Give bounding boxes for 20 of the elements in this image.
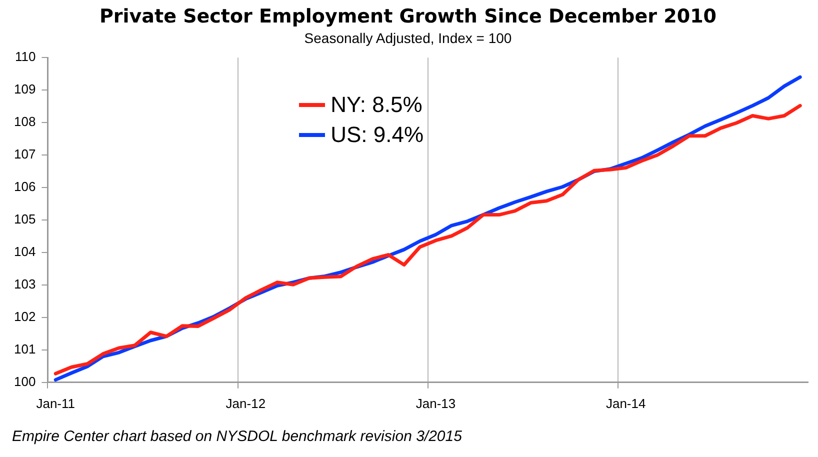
y-tick-label: 103 — [14, 276, 36, 292]
y-tick-label: 104 — [14, 244, 36, 260]
x-tick-label: Jan-12 — [226, 396, 266, 411]
y-tick-label: 110 — [14, 49, 36, 64]
chart-subtitle: Seasonally Adjusted, Index = 100 — [304, 30, 512, 46]
legend-label: NY: 8.5% — [330, 91, 422, 120]
text: Empire Center chart based on NYSDOL benchmark revision 3/2015 — [12, 428, 462, 445]
y-tick-label: 105 — [14, 212, 36, 227]
y-tick-label: 101 — [14, 342, 36, 356]
x-tick-label: Jan-14 — [606, 396, 646, 411]
y-tick-label: 108 — [14, 114, 36, 130]
x-tick-label: Jan-13 — [416, 396, 456, 411]
y-tick-label: 102 — [14, 309, 36, 324]
chart-title: Private Sector Employment Growth Since December 2010 — [99, 5, 717, 28]
x-tick-label: Jan-11 — [36, 396, 76, 411]
legend-label: US: 9.4% — [330, 121, 424, 150]
y-tick-label: 100 — [14, 374, 36, 389]
y-tick-label: 107 — [14, 146, 36, 162]
y-tick-label: 109 — [14, 82, 36, 97]
y-tick-label: 106 — [14, 179, 36, 194]
